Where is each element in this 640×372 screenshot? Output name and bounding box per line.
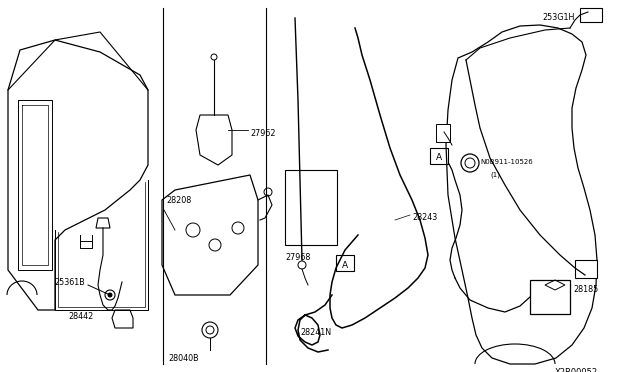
Text: (1): (1)	[490, 172, 500, 179]
Text: 27962: 27962	[250, 129, 275, 138]
Text: 27968: 27968	[285, 253, 310, 262]
Text: X2B00052: X2B00052	[555, 368, 598, 372]
Bar	[336, 255, 354, 271]
Text: 28243: 28243	[412, 214, 437, 222]
Text: 25361B: 25361B	[54, 278, 84, 287]
Text: A: A	[436, 154, 442, 163]
Text: A: A	[342, 260, 348, 269]
Text: N0B911-10526: N0B911-10526	[480, 159, 532, 165]
Text: 28241N: 28241N	[300, 328, 331, 337]
Bar	[430, 148, 448, 164]
Text: 253G1H: 253G1H	[542, 13, 574, 22]
Bar	[436, 124, 450, 142]
Text: 28442: 28442	[68, 312, 93, 321]
Bar	[580, 8, 602, 22]
Bar	[285, 170, 337, 245]
Text: 28185: 28185	[573, 285, 598, 295]
Text: 28208: 28208	[166, 196, 191, 205]
Bar	[575, 260, 597, 278]
Circle shape	[108, 293, 112, 297]
Text: 28040B: 28040B	[168, 354, 198, 363]
Bar	[530, 280, 570, 314]
